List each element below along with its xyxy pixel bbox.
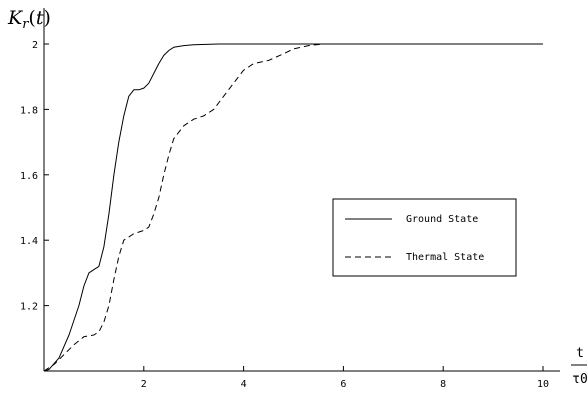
y-tick-label: 2 bbox=[32, 40, 38, 51]
legend-label-thermal-state: Thermal State bbox=[406, 252, 484, 263]
x-axis-label-numerator: t bbox=[576, 346, 584, 361]
series-layer bbox=[43, 43, 543, 372]
y-tick-label: 1.2 bbox=[20, 302, 38, 313]
legend: Ground State Thermal State bbox=[332, 198, 517, 277]
x-tick-label: 2 bbox=[141, 379, 147, 390]
y-axis-label-subscript: r bbox=[22, 17, 29, 32]
x-tick-label: 10 bbox=[537, 379, 549, 390]
y-axis-label-rest: ( bbox=[28, 7, 35, 29]
x-ticks: 2 4 6 8 10 bbox=[141, 366, 549, 390]
series-line-thermal-state bbox=[43, 43, 543, 372]
y-tick-label: 1.4 bbox=[20, 236, 38, 247]
legend-box bbox=[332, 198, 517, 277]
x-axis-label-denominator: τ0 bbox=[572, 372, 587, 387]
series-line-ground-state bbox=[43, 43, 543, 372]
y-tick-label: 1.8 bbox=[20, 105, 38, 116]
y-axis-label-close: ) bbox=[43, 7, 50, 29]
x-tick-label: 6 bbox=[340, 379, 346, 390]
x-tick-label: 4 bbox=[241, 379, 247, 390]
y-axis-label: Kr(t) bbox=[7, 7, 51, 32]
legend-label-ground-state: Ground State bbox=[406, 214, 478, 225]
y-ticks: 1.2 1.4 1.6 1.8 2 bbox=[20, 40, 49, 313]
x-tick-label: 8 bbox=[440, 379, 446, 390]
y-tick-label: 1.6 bbox=[20, 171, 38, 182]
